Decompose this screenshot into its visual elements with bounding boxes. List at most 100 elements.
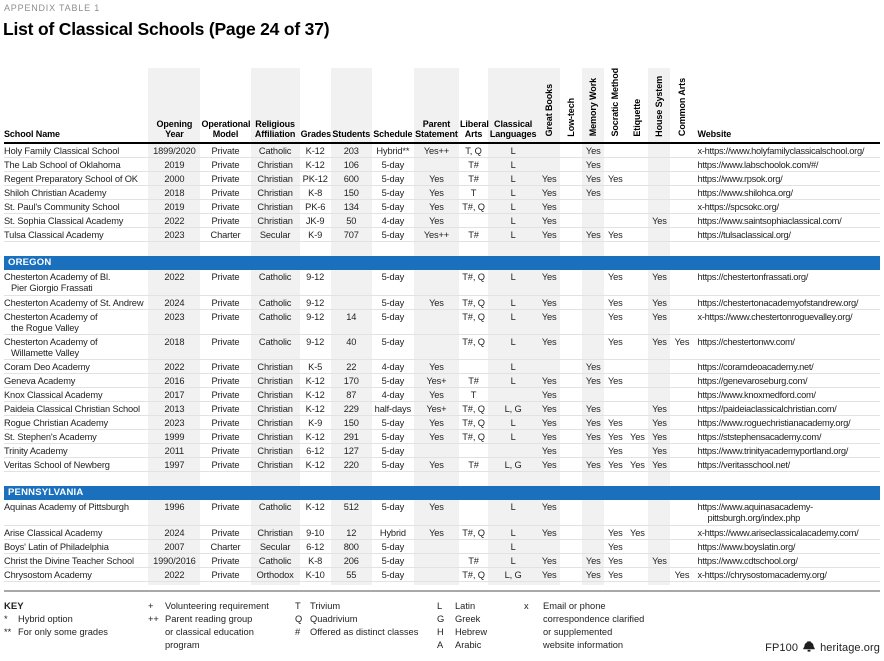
cell-great_books: Yes — [538, 553, 561, 568]
cell-students: 291 — [330, 429, 372, 444]
cell-name: St. Sophia Classical Academy — [4, 213, 149, 228]
cell-students: 106 — [330, 157, 372, 172]
cell-house_system — [648, 525, 671, 540]
cell-operational_model: Private — [200, 525, 251, 540]
cell-opening_year: 2011 — [148, 443, 201, 458]
cell-grades: 9-12 — [299, 334, 331, 360]
cell-opening_year: 2019 — [148, 157, 201, 172]
cell-students: 87 — [330, 387, 372, 402]
table-bottom-rule — [4, 590, 880, 592]
cell-parent_statement: Yes++ — [413, 142, 459, 158]
cell-operational_model: Private — [200, 359, 251, 374]
cell-parent_statement — [413, 443, 459, 458]
key-symbol: ** — [4, 627, 12, 637]
cell-parent_statement — [413, 567, 459, 582]
column-header-opening_year: Opening Year — [148, 68, 201, 144]
cell-grades: K-12 — [299, 401, 331, 416]
key-entry: + Volunteering requirement — [148, 600, 269, 613]
column-header-classical_languages: Classical Languages — [488, 68, 539, 144]
cell-etiquette — [626, 227, 649, 242]
cell-liberal_arts — [459, 443, 489, 458]
cell-schedule: 4-day — [371, 387, 414, 402]
cell-students: 512 — [330, 500, 372, 526]
cell-religious_affiliation: Christian — [250, 415, 300, 430]
cell-website: https://chestertonacademyofstandrew.org/ — [693, 295, 880, 310]
table-row: St. Sophia Classical Academy 2022 Private C… — [4, 213, 880, 228]
state-bar-pennsylvania: PENNSYLVANIA — [4, 486, 880, 501]
key-symbol: ++ — [148, 614, 159, 624]
cell-house_system: Yes — [648, 295, 671, 310]
table-row: Boys' Latin of Philadelphia 2007 Charter Se… — [4, 539, 880, 554]
cell-house_system: Yes — [648, 401, 671, 416]
cell-operational_model: Private — [200, 213, 251, 228]
cell-students: 600 — [330, 171, 372, 186]
cell-house_system: Yes — [648, 213, 671, 228]
cell-etiquette — [626, 401, 649, 416]
key-entry: L Latin — [437, 600, 487, 613]
cell-parent_statement: Yes — [413, 387, 459, 402]
cell-parent_statement: Yes — [413, 429, 459, 444]
cell-religious_affiliation: Christian — [250, 525, 300, 540]
cell-parent_statement: Yes — [413, 500, 459, 526]
cell-opening_year: 2018 — [148, 334, 201, 360]
cell-classical_languages: L — [488, 295, 539, 310]
cell-grades: K-8 — [299, 185, 331, 200]
column-header-common_arts: Common Arts — [670, 68, 694, 144]
cell-students: 800 — [330, 539, 372, 554]
cell-operational_model: Private — [200, 295, 251, 310]
cell-socratic_method — [604, 359, 627, 374]
cell-operational_model: Private — [200, 457, 251, 472]
state-bar-label: PENNSYLVANIA — [4, 486, 880, 501]
cell-name: Tulsa Classical Academy — [4, 227, 149, 242]
cell-religious_affiliation: Catholic — [250, 500, 300, 526]
cell-common_arts — [670, 539, 694, 554]
cell-website: https://www.rpsok.org/ — [693, 171, 880, 186]
cell-etiquette — [626, 295, 649, 310]
cell-liberal_arts: T# — [459, 171, 489, 186]
cell-low_tech — [560, 199, 583, 214]
cell-website: https://www.cdtschool.org/ — [693, 553, 880, 568]
cell-name: The Lab School of Oklahoma — [4, 157, 149, 172]
cell-low_tech — [560, 429, 583, 444]
cell-etiquette — [626, 213, 649, 228]
table-row: Trinity Academy 2011 Private Christian 6-12 1… — [4, 443, 880, 458]
cell-website: https://www.aquinasacademy-pittsburgh.or… — [693, 500, 880, 526]
cell-liberal_arts: T#, Q — [459, 199, 489, 214]
key-symbol: # — [295, 627, 301, 637]
cell-low_tech — [560, 309, 583, 335]
cell-common_arts: Yes — [670, 334, 694, 360]
cell-classical_languages: L — [488, 525, 539, 540]
cell-opening_year: 2024 — [148, 295, 201, 310]
key-text: For only some grades — [18, 627, 108, 637]
cell-opening_year: 1999 — [148, 429, 201, 444]
cell-common_arts — [670, 443, 694, 458]
cell-great_books: Yes — [538, 500, 561, 526]
cell-great_books: Yes — [538, 334, 561, 360]
cell-classical_languages: L, G — [488, 457, 539, 472]
cell-religious_affiliation: Catholic — [250, 334, 300, 360]
cell-socratic_method — [604, 157, 627, 172]
cell-classical_languages: L — [488, 309, 539, 335]
key-group: T Trivium Q Quadrivium # Offered as distinct … — [295, 600, 418, 639]
cell-operational_model: Private — [200, 415, 251, 430]
cell-common_arts — [670, 185, 694, 200]
cell-socratic_method — [604, 142, 627, 158]
key-symbol: L — [437, 601, 443, 611]
section-gap — [4, 241, 880, 256]
cell-opening_year: 2022 — [148, 213, 201, 228]
cell-parent_statement — [413, 157, 459, 172]
table-row: Chesterton Academy of the Rogue Valley 202… — [4, 309, 880, 335]
cell-house_system — [648, 157, 671, 172]
cell-operational_model: Private — [200, 199, 251, 214]
cell-schedule: 5-day — [371, 553, 414, 568]
cell-house_system — [648, 387, 671, 402]
cell-parent_statement: Yes — [413, 213, 459, 228]
cell-house_system — [648, 142, 671, 158]
schools-table: School Name Opening Year Operational Model… — [4, 68, 880, 586]
key-group: L Latin G Greek H Hebrew A Arabic — [437, 600, 487, 652]
table-row: Chrysostom Academy 2022 Private Orthodox K-1… — [4, 567, 880, 582]
cell-students: 127 — [330, 443, 372, 458]
cell-name: Chrysostom Academy — [4, 567, 149, 582]
cell-liberal_arts: T# — [459, 553, 489, 568]
